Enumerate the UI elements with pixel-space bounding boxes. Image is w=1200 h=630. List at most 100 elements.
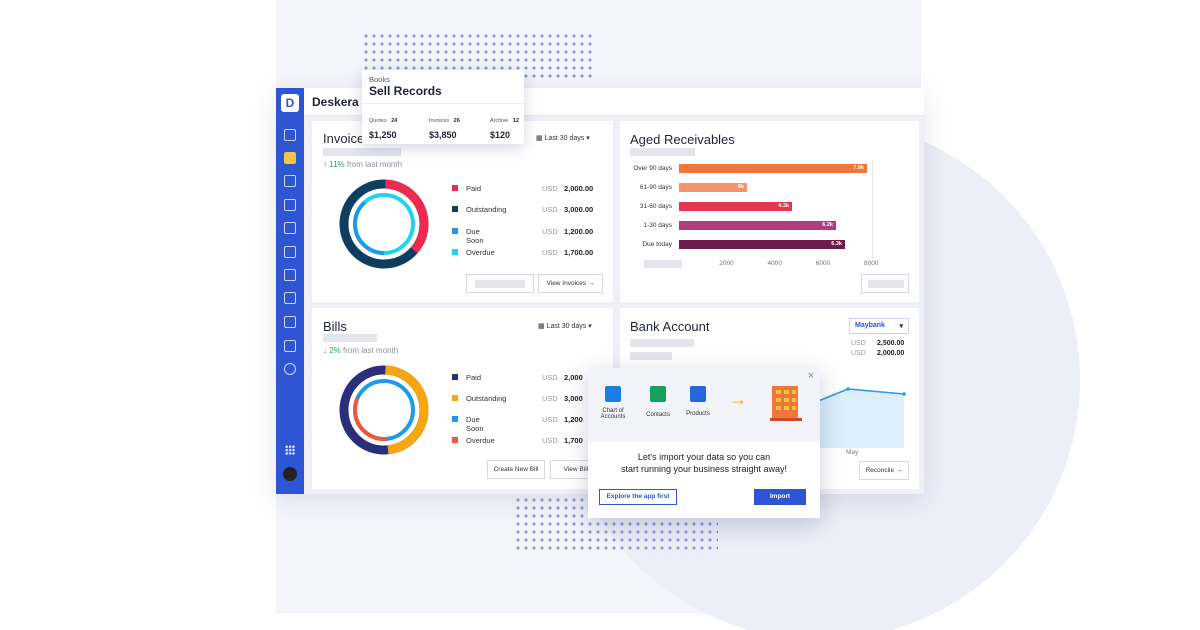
trend-down-icon: ↓ [323,346,327,355]
bank-line-chart [806,387,906,448]
aged-receivables-card: Aged Receivables Over 90 days 7.8k 61-90 d… [620,121,919,302]
arrow-right-icon: → [895,467,903,474]
contacts-label: Contacts [646,412,670,418]
calendar-icon: ▦ [538,323,545,330]
contacts-icon[interactable] [284,269,296,281]
bar[interactable]: 7.8k [679,164,867,173]
arrow-right-icon: → [587,280,595,287]
aged-receivables-title: Aged Receivables [630,132,735,147]
x-axis-placeholder [644,260,682,268]
calendar-icon: ▦ [536,135,543,142]
bank-icon[interactable] [284,316,296,328]
bank-placeholder-2 [630,352,672,360]
deskera-logo[interactable]: D [281,94,299,112]
store-icon[interactable] [284,222,296,234]
popup-divider [362,103,524,104]
bar-value-label: 4.3k [778,203,789,209]
sell-icon[interactable] [284,199,296,211]
bills-card: Bills ↓ 2% from last month ▦ Last 30 day… [312,308,613,489]
apps-grid-icon[interactable] [285,445,295,455]
sidebar: D [276,88,304,494]
bills-title: Bills [323,319,347,334]
invoices-trend-value: 11% [329,160,345,169]
x-tick-label: 8000 [864,260,879,267]
wallet-icon[interactable] [284,175,296,187]
close-icon[interactable]: × [807,370,814,382]
import-button[interactable]: Import [754,489,806,505]
bills-donut [339,365,429,455]
import-data-modal: × Chart of Accounts Contacts Products → … [588,368,820,518]
bar-value-label: 6.3k [831,241,842,247]
dashboard-icon[interactable] [284,129,296,141]
chevron-down-icon: ▾ [588,323,592,330]
stat-archive: Archive 12 $120 [490,118,519,140]
calculator-icon[interactable] [284,340,296,352]
bills-date-label: Last 30 days [546,323,587,330]
stat-quotes: Quotes 24 $1,250 [369,118,398,140]
invoices-date-select[interactable]: ▦ Last 30 days ▾ [536,134,590,142]
aged-receivables-chart: Over 90 days 7.8k 61-90 days 6k 31-60 days 4.… [620,121,919,302]
chart-axis-line [872,160,873,259]
books-caption: Books [369,75,390,84]
chart-of-accounts-icon [605,386,621,402]
invoices-donut [339,179,429,269]
invoices-trend: ↑ 11% from last month [323,160,402,169]
books-sell-records-popup: Books Sell Records Quotes 24 $1,250 Invo… [362,70,524,144]
reconcile-button[interactable]: Reconcile → [859,461,909,480]
chevron-down-icon: ▾ [899,323,903,330]
bar-value-label: 6k [737,184,744,190]
arrow-right-icon: → [729,389,747,409]
view-invoices-button[interactable]: View Invoices → [538,274,603,293]
bar-category-label: Over 90 days [633,165,672,172]
explore-app-button[interactable]: Explore the app first [599,489,677,505]
bills-trend-text: from last month [343,346,399,355]
products-label: Products [686,411,710,417]
bank-month-label: May [846,449,859,456]
contacts-icon [650,386,666,402]
bar-category-label: Due today [642,241,672,248]
bar[interactable]: 4.3k [679,202,792,211]
invoices-date-label: Last 30 days [544,135,585,142]
bar-category-label: 61-90 days [639,184,672,191]
invoices-amount-placeholder [323,148,401,156]
invoices-card: Invoices ↑ 11% from last month ▦ Last 30… [312,121,613,302]
bar[interactable]: 6k [679,183,747,192]
bar[interactable]: 6.3k [679,240,845,249]
bar-category-label: 1-30 days [643,222,672,229]
bills-trend-value: 2% [329,346,341,355]
bank-select[interactable]: Maybank ▾ [849,318,909,334]
bar-category-label: 31-60 days [639,203,672,210]
reports-icon[interactable] [284,292,296,304]
bills-trend: ↓ 2% from last month [323,346,398,355]
delivery-icon[interactable] [284,246,296,258]
building-icon [770,386,802,421]
trend-up-icon: ↑ [323,160,327,169]
create-new-bill-button[interactable]: Create New Bill [487,460,545,479]
settings-icon[interactable] [284,363,296,375]
bills-date-select[interactable]: ▦ Last 30 days ▾ [538,322,592,330]
user-avatar[interactable] [283,467,297,481]
bills-amount-placeholder [323,334,377,342]
invoices-title: Invoices [323,131,371,146]
invoices-trend-text: from last month [346,160,403,169]
books-icon[interactable] [284,152,296,164]
invoices-placeholder-button[interactable] [466,274,534,293]
import-message: Let's import your data so you can start … [620,452,788,474]
bar-value-label: 7.8k [853,165,864,171]
chevron-down-icon: ▾ [586,135,590,142]
aged-receivables-placeholder-button[interactable] [861,274,909,293]
stat-invoices: Invoices 26 $3,850 [429,118,460,140]
bank-balance-1: USD 2,500.00 [851,340,905,347]
bar-value-label: 6.2k [822,222,833,228]
bank-account-title: Bank Account [630,319,710,334]
bar[interactable]: 6.2k [679,221,836,230]
x-tick-label: 6000 [815,260,831,267]
bank-balance-2: USD 2,000.00 [851,350,905,357]
aged-receivables-placeholder [630,148,695,156]
x-tick-label: 2000 [719,260,734,267]
products-icon [690,386,706,402]
bank-placeholder-1 [630,339,694,347]
chart-of-accounts-label: Chart of Accounts [600,408,626,420]
app-title: Deskera B [312,95,371,109]
